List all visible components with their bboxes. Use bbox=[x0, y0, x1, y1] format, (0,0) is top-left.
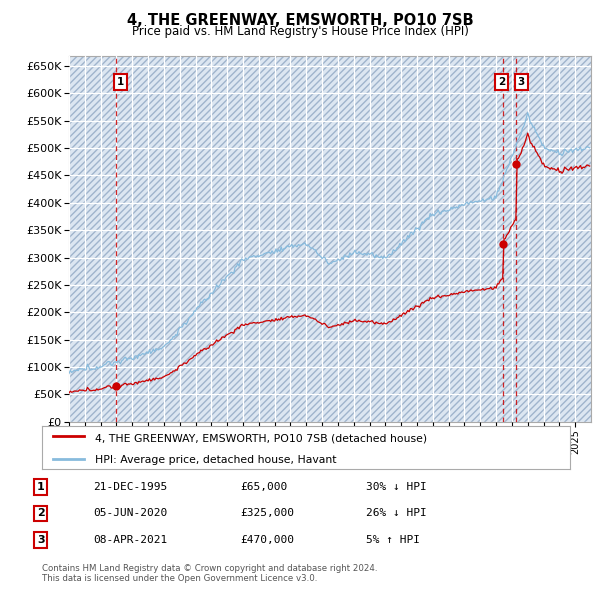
Text: 4, THE GREENWAY, EMSWORTH, PO10 7SB: 4, THE GREENWAY, EMSWORTH, PO10 7SB bbox=[127, 13, 473, 28]
Text: 26% ↓ HPI: 26% ↓ HPI bbox=[366, 509, 427, 518]
Text: 21-DEC-1995: 21-DEC-1995 bbox=[93, 482, 167, 491]
Text: 30% ↓ HPI: 30% ↓ HPI bbox=[366, 482, 427, 491]
Text: 1: 1 bbox=[117, 77, 124, 87]
Text: £470,000: £470,000 bbox=[240, 535, 294, 545]
Text: 05-JUN-2020: 05-JUN-2020 bbox=[93, 509, 167, 518]
Text: 3: 3 bbox=[37, 535, 44, 545]
Text: 5% ↑ HPI: 5% ↑ HPI bbox=[366, 535, 420, 545]
Text: £325,000: £325,000 bbox=[240, 509, 294, 518]
Text: 2: 2 bbox=[497, 77, 505, 87]
Text: 3: 3 bbox=[517, 77, 524, 87]
Text: £65,000: £65,000 bbox=[240, 482, 287, 491]
Text: 1: 1 bbox=[37, 482, 44, 491]
Text: 2: 2 bbox=[37, 509, 44, 518]
Text: HPI: Average price, detached house, Havant: HPI: Average price, detached house, Hava… bbox=[95, 455, 337, 466]
Text: 4, THE GREENWAY, EMSWORTH, PO10 7SB (detached house): 4, THE GREENWAY, EMSWORTH, PO10 7SB (det… bbox=[95, 433, 427, 443]
Text: Price paid vs. HM Land Registry's House Price Index (HPI): Price paid vs. HM Land Registry's House … bbox=[131, 25, 469, 38]
Text: Contains HM Land Registry data © Crown copyright and database right 2024.
This d: Contains HM Land Registry data © Crown c… bbox=[42, 563, 377, 583]
Text: 08-APR-2021: 08-APR-2021 bbox=[93, 535, 167, 545]
